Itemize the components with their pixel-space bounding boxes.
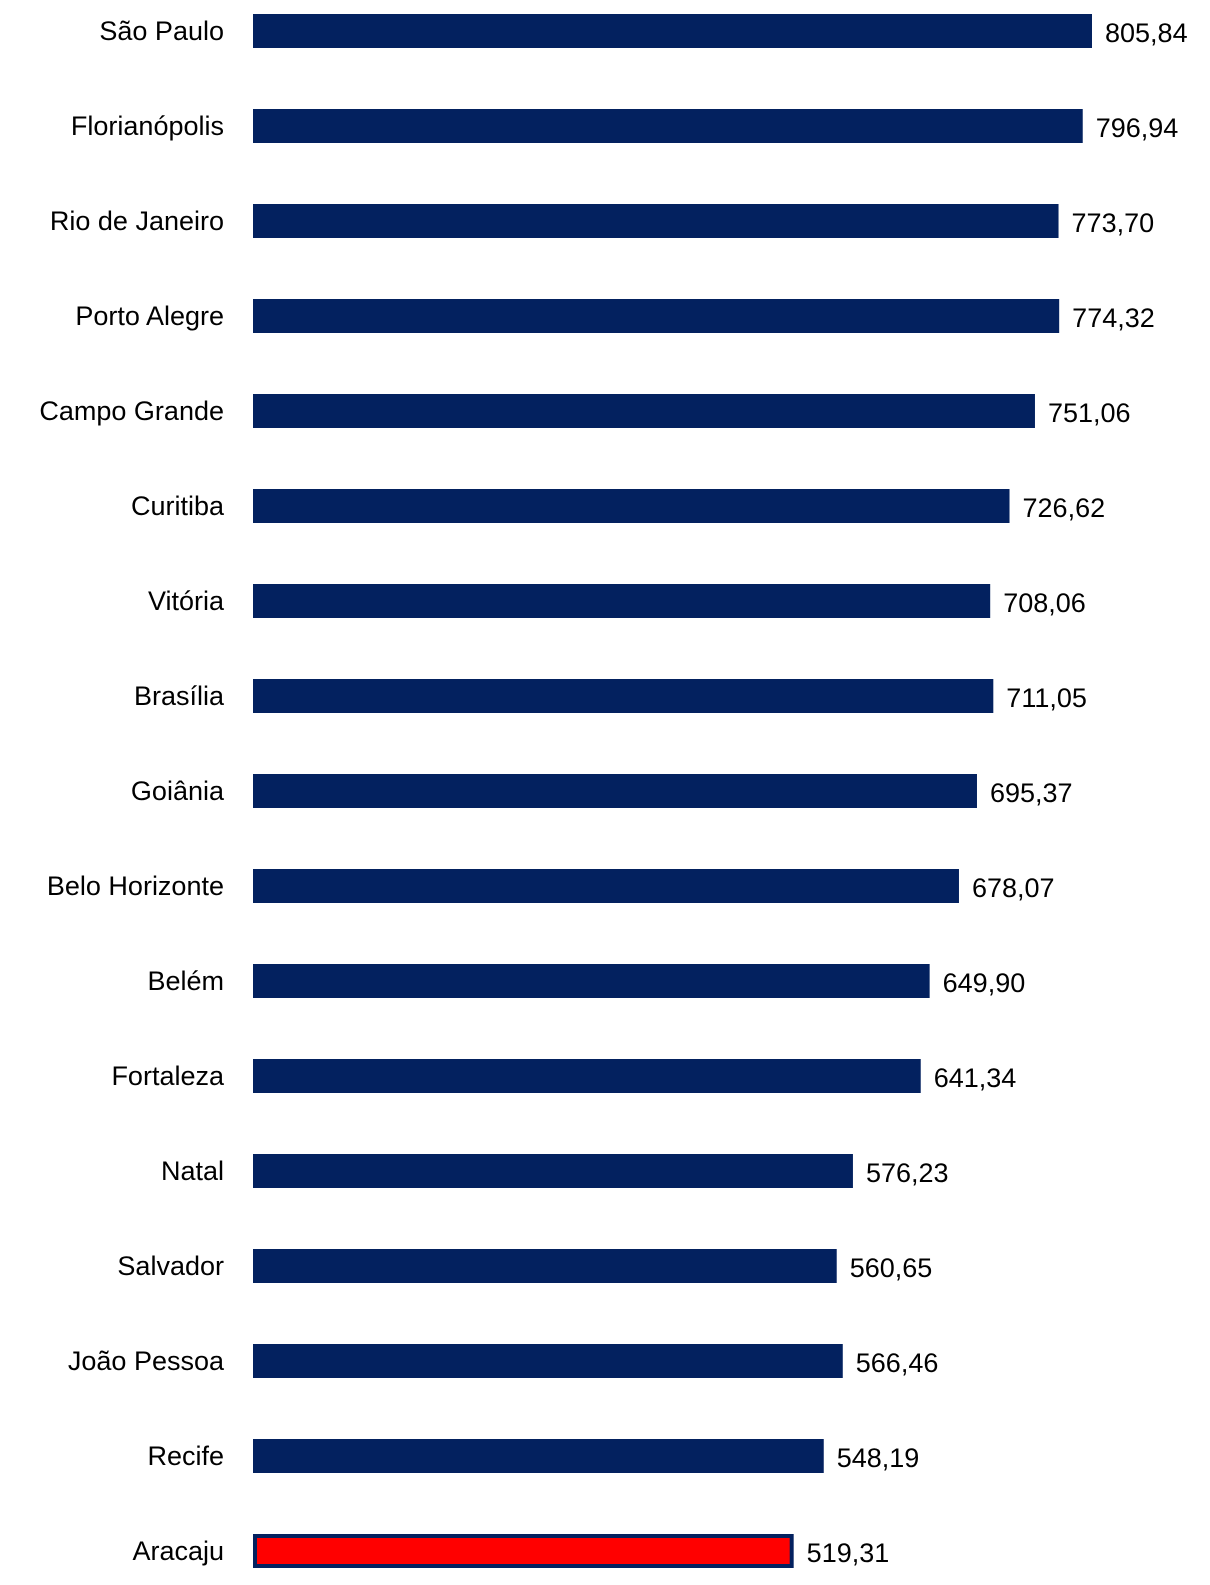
category-label-campo-grande: Campo Grande	[39, 396, 224, 426]
value-label-rio-de-janeiro: 773,70	[1072, 208, 1155, 238]
value-label-vitoria: 708,06	[1003, 588, 1086, 618]
category-label-curitiba: Curitiba	[131, 491, 225, 521]
category-label-belem: Belém	[147, 966, 224, 996]
category-label-porto-alegre: Porto Alegre	[75, 301, 224, 331]
category-label-joao-pessoa: João Pessoa	[68, 1346, 225, 1376]
bar-brasilia	[253, 679, 994, 713]
category-label-recife: Recife	[147, 1441, 224, 1471]
category-label-natal: Natal	[161, 1156, 224, 1186]
value-label-natal: 576,23	[866, 1158, 949, 1188]
bar-joao-pessoa	[253, 1344, 843, 1378]
bar-florianopolis	[253, 109, 1083, 143]
bar-sao-paulo	[253, 14, 1092, 48]
category-labels-group: São Paulo Florianópolis Rio de Janeiro Port…	[39, 16, 225, 1566]
category-label-salvador: Salvador	[117, 1251, 224, 1281]
category-label-brasilia: Brasília	[134, 681, 225, 711]
bar-belo-horizonte	[253, 869, 959, 903]
value-label-aracaju: 519,31	[807, 1538, 890, 1568]
bar-porto-alegre	[253, 299, 1060, 333]
value-label-recife: 548,19	[837, 1443, 920, 1473]
category-label-fortaleza: Fortaleza	[111, 1061, 225, 1091]
category-label-florianopolis: Florianópolis	[71, 111, 224, 141]
value-label-curitiba: 726,62	[1023, 493, 1106, 523]
bar-vitoria	[253, 584, 991, 618]
category-label-aracaju: Aracaju	[132, 1536, 224, 1566]
bars-group	[253, 14, 1092, 1568]
value-label-brasilia: 711,05	[1006, 683, 1087, 713]
bar-belem	[253, 964, 930, 998]
value-labels-group: 805,84 796,94 773,70 774,32 751,06 726,62 708,…	[807, 18, 1188, 1568]
value-label-belo-horizonte: 678,07	[972, 873, 1055, 903]
category-label-rio-de-janeiro: Rio de Janeiro	[50, 206, 224, 236]
category-label-sao-paulo: São Paulo	[99, 16, 224, 46]
value-label-belem: 649,90	[943, 968, 1026, 998]
category-label-vitoria: Vitória	[148, 586, 225, 616]
value-label-goiania: 695,37	[990, 778, 1073, 808]
value-label-campo-grande: 751,06	[1048, 398, 1131, 428]
bar-salvador	[253, 1249, 837, 1283]
bar-curitiba	[253, 489, 1010, 523]
value-label-joao-pessoa: 566,46	[856, 1348, 939, 1378]
bar-fortaleza	[253, 1059, 921, 1093]
bar-recife	[253, 1439, 824, 1473]
value-label-fortaleza: 641,34	[934, 1063, 1017, 1093]
bar-natal	[253, 1154, 853, 1188]
value-label-sao-paulo: 805,84	[1105, 18, 1188, 48]
value-label-porto-alegre: 774,32	[1072, 303, 1155, 333]
value-label-salvador: 560,65	[850, 1253, 933, 1283]
bar-aracaju	[253, 1534, 794, 1568]
category-label-belo-horizonte: Belo Horizonte	[47, 871, 224, 901]
category-label-goiania: Goiânia	[131, 776, 225, 806]
bar-goiania	[253, 774, 977, 808]
bar-campo-grande	[253, 394, 1035, 428]
bar-rio-de-janeiro	[253, 204, 1059, 238]
value-label-florianopolis: 796,94	[1096, 113, 1179, 143]
